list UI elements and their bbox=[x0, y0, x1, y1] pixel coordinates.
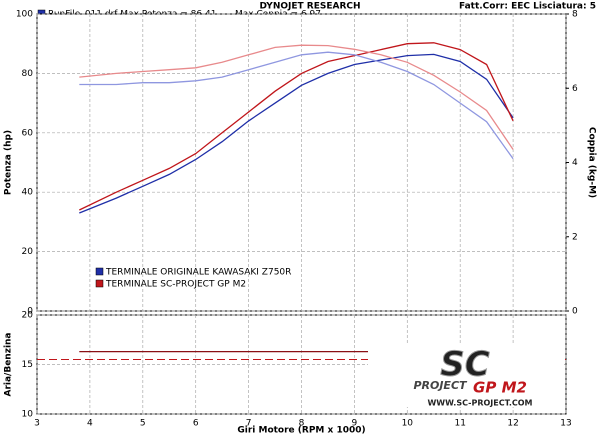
logo: SC PROJECT GP M2 WWW.SC-PROJECT.COM bbox=[368, 344, 564, 408]
legend-swatch bbox=[95, 267, 104, 276]
y-tick-label: 80 bbox=[22, 69, 34, 79]
legend-label: TERMINALE SC-PROJECT GP M2 bbox=[105, 280, 246, 290]
y2-tick-label: 2 bbox=[572, 232, 578, 242]
y-axis-label: Aria/Benzina bbox=[4, 332, 14, 396]
series-line bbox=[79, 44, 514, 150]
y2-axis-label: Coppia (kg-M) bbox=[587, 127, 597, 198]
chart-title: DYNOJET RESEARCH bbox=[259, 2, 360, 12]
logo-model: GP M2 bbox=[473, 379, 527, 397]
x-tick-label: 11 bbox=[454, 419, 465, 429]
x-tick-label: 12 bbox=[507, 419, 518, 429]
y-tick-label: 10 bbox=[22, 410, 34, 420]
y-tick-label: 15 bbox=[22, 360, 33, 370]
legend-swatch bbox=[95, 279, 104, 288]
x-axis-label: Giri Motore (RPM x 1000) bbox=[237, 426, 365, 436]
y2-tick-label: 0 bbox=[572, 307, 578, 317]
y2-tick-label: 6 bbox=[572, 84, 578, 94]
x-tick-label: 10 bbox=[402, 419, 414, 429]
x-tick-label: 9 bbox=[352, 419, 358, 429]
series-line bbox=[79, 53, 514, 214]
logo-bg bbox=[368, 345, 564, 407]
logo-url: WWW.SC-PROJECT.COM bbox=[427, 399, 532, 408]
y-tick-label: 20 bbox=[22, 311, 34, 321]
y-tick-label: 100 bbox=[16, 10, 33, 20]
logo-sub: PROJECT bbox=[413, 379, 468, 392]
y-tick-label: 60 bbox=[22, 128, 34, 138]
series-line bbox=[79, 51, 514, 160]
y-axis-label: Potenza (hp) bbox=[4, 130, 14, 195]
series-line bbox=[79, 42, 514, 211]
y-tick-label: 0 bbox=[27, 307, 33, 317]
settings: Fatt.Corr: EEC Lisciatura: 5 bbox=[459, 2, 596, 12]
x-tick-label: 7 bbox=[246, 419, 252, 429]
x-tick-label: 5 bbox=[140, 419, 146, 429]
y2-tick-label: 4 bbox=[572, 158, 578, 168]
y-tick-label: 20 bbox=[22, 247, 34, 257]
x-tick-label: 13 bbox=[560, 419, 571, 429]
logo-name: SC bbox=[440, 345, 489, 385]
x-tick-label: 8 bbox=[299, 419, 305, 429]
y-tick-label: 40 bbox=[22, 188, 34, 198]
legend-label: TERMINALE ORIGINALE KAWASAKI Z750R bbox=[105, 268, 291, 278]
x-tick-label: 4 bbox=[87, 419, 93, 429]
x-tick-label: 3 bbox=[34, 419, 40, 429]
y2-tick-label: 8 bbox=[572, 10, 578, 20]
x-tick-label: 6 bbox=[193, 419, 199, 429]
